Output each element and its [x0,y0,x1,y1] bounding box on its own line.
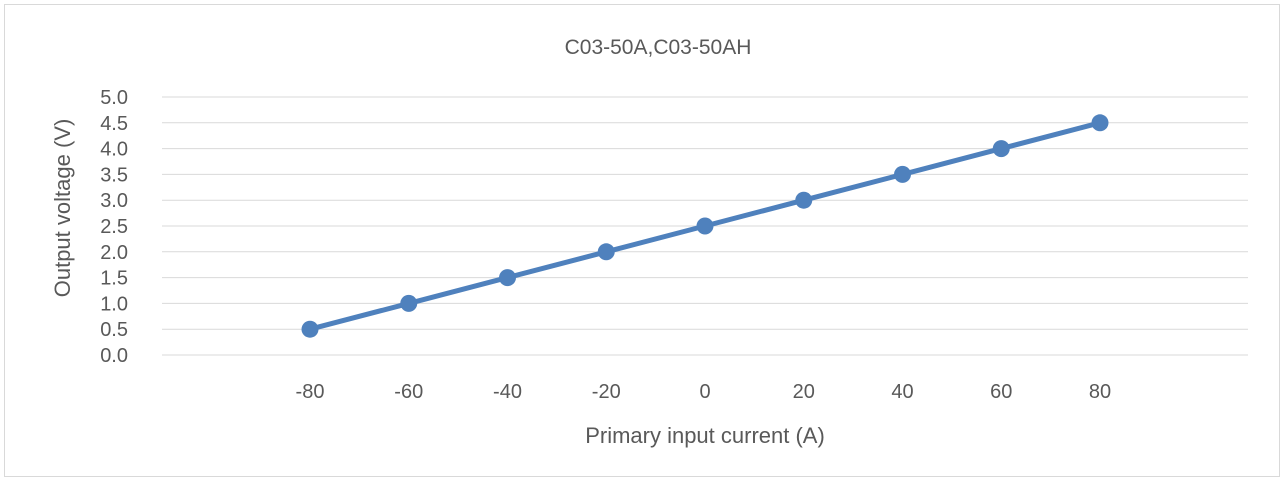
data-point [696,217,714,235]
data-point [1091,114,1109,132]
x-tick-label: -40 [493,381,522,403]
x-tick-label: 60 [990,381,1012,403]
y-tick-label: 4.5 [100,113,128,135]
data-point [400,294,418,312]
x-tick-label: 20 [793,381,815,403]
x-tick-label: -20 [592,381,621,403]
data-point [795,191,813,209]
y-tick-label: 0.5 [100,319,128,341]
y-axis-title: Output voltage (V) [50,119,75,298]
y-tick-label: 1.5 [100,268,128,290]
y-tick-label: 2.0 [100,242,128,264]
data-point [894,165,911,183]
x-tick-label: 40 [891,381,913,403]
y-tick-label: 4.0 [100,139,128,161]
gridlines [162,96,1248,356]
y-axis-ticks: 0.0 0.5 1.0 1.5 2.0 2.5 3.0 3.5 4.0 4.5 5.0 [100,87,128,367]
y-tick-label: 0.0 [100,345,128,367]
y-tick-label: 3.0 [100,190,128,212]
data-point [992,140,1010,158]
y-tick-label: 2.5 [100,216,128,238]
x-tick-label: -80 [296,381,325,403]
series-layer [301,114,1109,338]
y-tick-label: 3.5 [100,164,128,186]
x-axis-title: Primary input current (A) [585,423,825,448]
x-axis-ticks: -80 -60 -40 -20 0 20 40 60 80 [296,381,1112,403]
chart-title: C03-50A,C03-50AH [565,36,752,59]
data-point [301,320,319,338]
x-tick-label: 80 [1089,381,1111,403]
x-tick-label: -60 [394,381,423,403]
x-tick-label: 0 [699,381,710,403]
data-point [499,269,516,287]
y-tick-label: 5.0 [100,87,128,109]
y-tick-label: 1.0 [100,293,128,315]
data-point [597,243,615,261]
